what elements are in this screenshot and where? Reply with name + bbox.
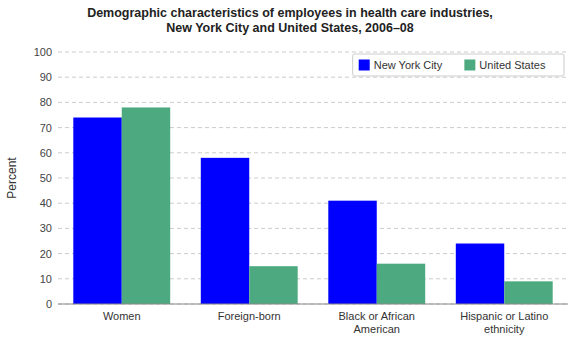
y-tick-label: 60 <box>40 147 52 159</box>
background <box>0 0 580 360</box>
text-line: Black or African <box>339 310 415 322</box>
text-line: Women <box>103 310 141 322</box>
x-tick-label: Hispanic or Latinoethnicity <box>460 310 548 335</box>
x-tick-label: Women <box>103 310 141 322</box>
bar <box>328 201 376 304</box>
y-axis: 0 10 20 30 40 50 60 70 80 90 100 <box>34 46 568 310</box>
legend-swatch <box>359 60 370 71</box>
y-tick-label: 70 <box>40 122 52 134</box>
grid-line <box>58 304 568 305</box>
x-axis-line <box>58 304 568 305</box>
legend-label: New York City <box>374 59 443 71</box>
bar <box>504 281 552 304</box>
x-tick-label: Foreign-born <box>218 310 281 322</box>
grid-line <box>58 102 568 103</box>
legend-swatch <box>464 60 475 71</box>
chart-svg: Demographic characteristics of employees… <box>0 0 580 360</box>
y-axis-label: Percent <box>5 157 19 199</box>
x-tick-label: Black or AfricanAmerican <box>339 310 415 335</box>
bar <box>249 266 297 304</box>
chart-container: Demographic characteristics of employees… <box>0 0 580 360</box>
text-line: Demographic characteristics of employees… <box>87 6 493 20</box>
text-line: Hispanic or Latino <box>460 310 548 322</box>
title: Demographic characteristics of employees… <box>87 6 493 35</box>
y-tick-label: 40 <box>40 197 52 209</box>
grid-line <box>58 77 568 78</box>
y-tick-label: 20 <box>40 248 52 260</box>
bar <box>201 158 249 304</box>
legend-label: United States <box>479 59 546 71</box>
text-line: New York City and United States, 2006–08 <box>166 21 414 35</box>
y-tick-label: 90 <box>40 71 52 83</box>
bar <box>377 264 425 304</box>
y-tick-label: 0 <box>46 298 52 310</box>
y-tick-label: 10 <box>40 273 52 285</box>
grid-line <box>58 52 568 53</box>
y-tick-label: 100 <box>34 46 52 58</box>
text-line: ethnicity <box>484 323 525 335</box>
legend: New York City United States <box>353 54 564 76</box>
bars <box>73 107 552 304</box>
bar <box>456 244 504 304</box>
bar <box>73 118 121 304</box>
bar <box>122 107 170 304</box>
y-tick-label: 30 <box>40 222 52 234</box>
y-tick-label: 50 <box>40 172 52 184</box>
y-tick-label: 80 <box>40 96 52 108</box>
text-line: American <box>354 323 400 335</box>
x-axis: Women Foreign-born Black or AfricanAmerica… <box>58 304 568 335</box>
legend-box <box>353 54 564 76</box>
text-line: Foreign-born <box>218 310 281 322</box>
